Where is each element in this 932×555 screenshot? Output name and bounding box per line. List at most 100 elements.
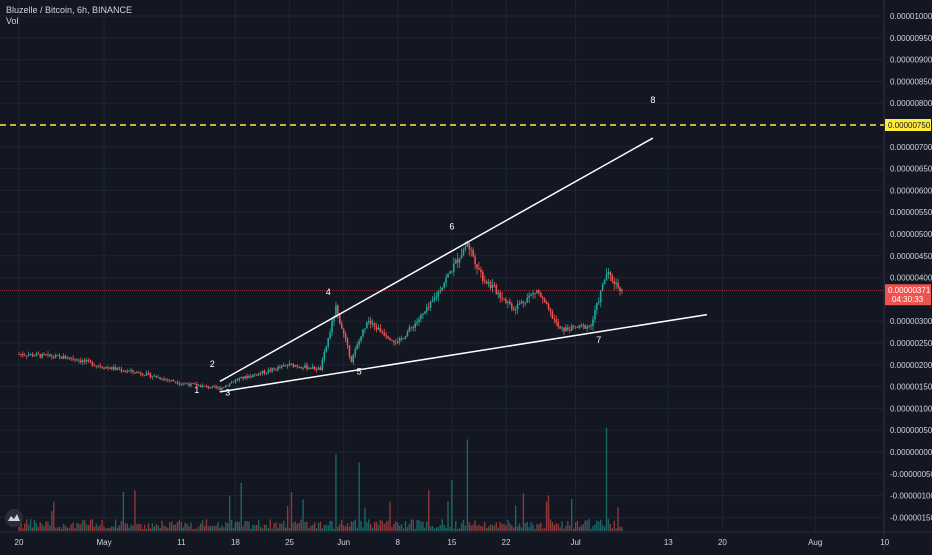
candle-body <box>101 366 103 368</box>
candle-body <box>41 353 43 358</box>
volume-bar <box>513 527 515 531</box>
volume-bar <box>186 523 188 531</box>
time-axis: 20 May 11 18 25 Jun 8 15 22 Jul 13 20 Aug 10 <box>15 538 890 547</box>
candle-body <box>302 367 304 369</box>
volume-bar <box>275 522 277 531</box>
candle-body <box>263 370 266 374</box>
candle-body <box>230 382 233 384</box>
candle-body <box>364 328 366 330</box>
volume-bar <box>607 519 610 531</box>
volume-bar <box>565 525 567 531</box>
candle-body <box>244 375 246 379</box>
volume-bar <box>599 519 602 531</box>
volume-bar <box>134 490 136 531</box>
candle-body <box>282 365 285 367</box>
volume-bar <box>211 525 213 531</box>
candle-body <box>329 332 331 339</box>
candle-body <box>45 354 47 356</box>
candle-body <box>391 340 393 341</box>
volume-bar <box>74 528 76 531</box>
candle-body <box>281 365 283 368</box>
volume-bar <box>302 499 304 531</box>
volume-bar <box>482 526 484 531</box>
volume-bar <box>159 527 161 531</box>
volume-bar <box>458 528 461 531</box>
candle-body <box>219 387 221 391</box>
candle-body <box>487 282 490 284</box>
candle-body <box>103 367 105 369</box>
volume-bar <box>580 525 583 531</box>
volume-bar <box>621 527 623 531</box>
candle-body <box>538 290 540 293</box>
candle-body <box>478 267 480 270</box>
volume-bar <box>53 501 55 531</box>
volume-bar <box>184 522 186 531</box>
candle-body <box>157 377 159 379</box>
volume-bar <box>393 523 395 531</box>
volume-bar <box>147 523 150 531</box>
volume-bar <box>20 523 22 531</box>
volume-bar <box>485 527 488 531</box>
candle-body <box>221 387 223 391</box>
volume-bar <box>418 519 420 531</box>
candle-body <box>49 354 51 357</box>
volume-bar <box>567 521 569 531</box>
candle-body <box>168 379 171 381</box>
candle-body <box>83 360 86 362</box>
volume-bar <box>26 519 28 531</box>
volume-bar <box>70 524 72 531</box>
volume-bar <box>136 524 138 531</box>
volume-bar <box>238 521 241 531</box>
candle-body <box>300 367 302 369</box>
candle-body <box>72 358 74 360</box>
candle-body <box>393 340 395 343</box>
candle-body <box>480 269 482 272</box>
candle-body <box>128 370 130 372</box>
candle-body <box>512 308 515 310</box>
volume-bar <box>399 525 401 531</box>
volume-bar <box>246 520 248 531</box>
candle-body <box>91 362 94 366</box>
candle-body <box>358 340 360 345</box>
candle-body <box>466 242 469 247</box>
volume-bar <box>522 493 525 531</box>
volume-bar <box>516 526 519 531</box>
volume-bar <box>470 525 472 531</box>
candle-body <box>395 342 397 344</box>
volume-bar <box>313 522 316 531</box>
candle-body <box>203 385 206 387</box>
candle-body <box>458 258 461 263</box>
volume-indicator-label[interactable]: Vol <box>6 16 19 26</box>
volume-bar <box>109 527 111 531</box>
volume-bar <box>281 523 283 531</box>
candle-body <box>155 375 158 378</box>
volume-bar <box>526 521 528 531</box>
candle-body <box>182 383 185 385</box>
candle-body <box>153 375 156 377</box>
volume-bar <box>354 519 356 531</box>
candle-body <box>534 292 536 294</box>
volume-bar <box>27 524 30 531</box>
candle-body <box>400 338 403 340</box>
candle-body <box>354 349 357 355</box>
volume-bar <box>29 519 32 531</box>
candle-body <box>454 259 457 264</box>
candle-body <box>97 365 100 367</box>
volume-bar <box>55 527 57 531</box>
candle-body <box>617 282 619 288</box>
candle-body <box>514 309 517 310</box>
volume-bar <box>346 523 349 531</box>
volume-bar <box>271 528 273 531</box>
candle-body <box>161 379 163 380</box>
candle-body <box>453 263 455 272</box>
volume-bar <box>288 527 291 531</box>
volume-bar <box>342 525 345 531</box>
tradingview-logo[interactable] <box>5 509 23 527</box>
candle-body <box>613 281 616 285</box>
volume-bar <box>236 521 239 531</box>
volume-bar <box>31 527 34 531</box>
volume-bar <box>358 462 360 531</box>
candle-body <box>541 297 544 299</box>
